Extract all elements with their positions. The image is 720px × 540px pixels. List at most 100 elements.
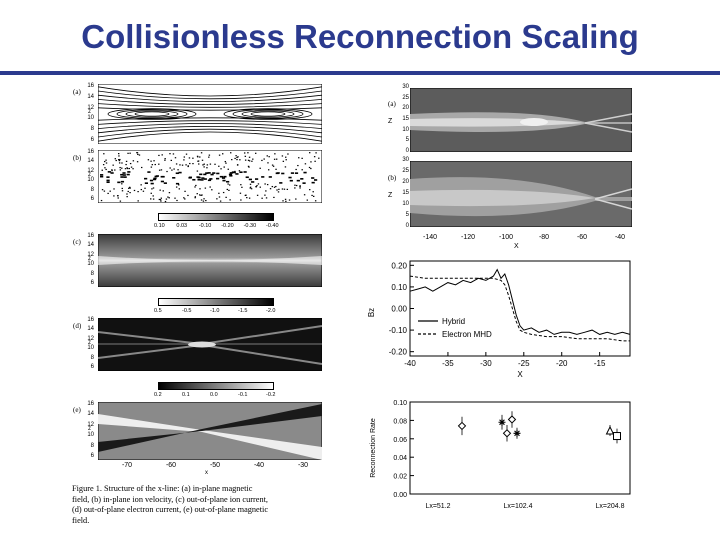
right-top-x-axis-label: X bbox=[514, 243, 519, 250]
left-x-tick-label: -40 bbox=[253, 462, 265, 469]
colorbar-tick-label: -0.1 bbox=[238, 392, 248, 398]
left-y-tick-label: 14 bbox=[87, 158, 94, 165]
rate-y-tick-label: 0.02 bbox=[393, 474, 407, 481]
bz-line-chart: 0.20 0.10 0.00 -0.10 -0.20 -40 -35 -30 -25 -20 -15… bbox=[367, 260, 631, 379]
right-y-tick-label: 30 bbox=[402, 84, 409, 90]
caption-line: (d) out-of-plane electron current, (e) o… bbox=[72, 505, 269, 514]
right-y-tick-label: 0 bbox=[405, 148, 409, 154]
right-y-tick-label: 25 bbox=[402, 94, 409, 101]
right-y-tick-label: 5 bbox=[405, 137, 409, 144]
left-y-tick-label: 10 bbox=[87, 345, 94, 352]
bz-x-tick-label: -40 bbox=[404, 359, 416, 368]
caption-line: field, (b) in-plane ion velocity, (c) ou… bbox=[72, 494, 268, 504]
right-panel-b bbox=[409, 160, 633, 228]
colorbar-2 bbox=[158, 298, 274, 306]
left-y-tick-label: 10 bbox=[87, 177, 94, 184]
right-x-tick-label: -60 bbox=[576, 234, 588, 241]
left-x-tick-label: -30 bbox=[297, 462, 309, 469]
colorbar-tick-label: -1.0 bbox=[210, 308, 220, 314]
rate-category-label: Lx=102.4 bbox=[504, 503, 533, 510]
bz-x-tick-label: -35 bbox=[442, 359, 454, 368]
rate-y-tick-label: 0.08 bbox=[393, 418, 407, 425]
ion-current-image bbox=[97, 233, 323, 288]
left-y-tick-label: 12 bbox=[87, 167, 94, 174]
panel-c-ion-current bbox=[97, 233, 323, 288]
panel-a-magnetic-field bbox=[97, 83, 323, 145]
figure-caption: Figure 1. Structure of the x-line: (a) i… bbox=[72, 484, 322, 526]
left-y-tick-label: 12 bbox=[87, 421, 94, 428]
left-y-tick-label: 8 bbox=[90, 186, 94, 193]
colorbar-tick-label: -1.5 bbox=[238, 308, 248, 314]
left-y-tick-label: 16 bbox=[87, 401, 94, 407]
panel-b-ion-velocity bbox=[97, 149, 323, 204]
right-x-tick-label: -120 bbox=[460, 234, 475, 241]
colorbar-tick-label: -0.20 bbox=[221, 223, 234, 229]
left-y-tick-label: 8 bbox=[90, 442, 94, 449]
electron-mhd-series-line bbox=[409, 275, 630, 342]
reconnection-rate-chart: 0.10 0.08 0.06 0.04 0.02 0.00 Reconnection Rat… bbox=[370, 400, 631, 510]
left-y-tick-label: 14 bbox=[87, 411, 94, 418]
bz-y-tick-label: -0.20 bbox=[389, 348, 408, 357]
bz-x-tick-label: -15 bbox=[594, 359, 606, 368]
bz-y-tick-label: 0.20 bbox=[391, 261, 407, 270]
right-y-tick-label: 10 bbox=[402, 201, 409, 207]
right-panel-a-label: (a) bbox=[388, 100, 396, 108]
right-x-tick-label: -140 bbox=[422, 234, 437, 241]
left-y-tick-label: 14 bbox=[87, 93, 94, 100]
hybrid-series-line bbox=[409, 268, 631, 335]
bz-x-tick-label: -25 bbox=[518, 359, 530, 368]
left-y-tick-label: 12 bbox=[87, 104, 94, 111]
diamond-marker bbox=[507, 415, 517, 424]
left-y-tick-label: 6 bbox=[90, 453, 94, 459]
left-y-axis-label: z bbox=[88, 426, 91, 432]
right-y-tick-label: 0 bbox=[405, 223, 409, 229]
left-y-tick-label: 16 bbox=[87, 83, 94, 89]
field-lines-image bbox=[97, 83, 323, 145]
diamond-marker bbox=[502, 429, 512, 438]
colorbar-tick-label: 0.0 bbox=[210, 392, 218, 398]
rate-category-label: Lx=51.2 bbox=[425, 503, 450, 510]
colorbar-tick-label: -0.5 bbox=[182, 308, 192, 314]
colorbar-tick-label: -0.30 bbox=[243, 223, 257, 229]
colorbar-tick-label: 0.1 bbox=[182, 392, 190, 398]
rate-y-tick-label: 0.10 bbox=[393, 400, 407, 407]
right-panel-a bbox=[409, 87, 633, 153]
left-y-tick-label: 6 bbox=[90, 280, 94, 286]
left-x-tick-label: -60 bbox=[165, 462, 177, 469]
colorbar-tick-label: -0.10 bbox=[198, 223, 212, 229]
left-y-tick-label: 10 bbox=[87, 115, 94, 122]
colorbar-tick-label: 0.5 bbox=[154, 308, 162, 314]
triangle-marker bbox=[605, 425, 615, 435]
right-y-tick-label: 20 bbox=[402, 105, 409, 112]
left-y-tick-label: 8 bbox=[90, 126, 94, 133]
density-image-b bbox=[409, 160, 633, 228]
left-y-tick-label: 16 bbox=[87, 317, 94, 323]
star-marker bbox=[498, 418, 506, 426]
left-y-tick-label: 16 bbox=[87, 233, 94, 239]
bz-y-axis-label: Bz bbox=[367, 308, 376, 317]
right-panel-b-label: (b) bbox=[388, 174, 397, 182]
left-y-tick-label: 10 bbox=[87, 432, 94, 439]
left-y-tick-label: 12 bbox=[87, 251, 94, 258]
bz-y-tick-label: 0.10 bbox=[391, 283, 407, 292]
electron-current-image bbox=[97, 317, 323, 372]
legend-label: Hybrid bbox=[442, 317, 465, 326]
right-x-tick-label: -80 bbox=[538, 234, 550, 241]
panel-d-electron-current bbox=[97, 317, 323, 372]
out-of-plane-field-image bbox=[97, 401, 323, 461]
left-x-axis-label: x bbox=[205, 470, 208, 476]
colorbar-tick-label: 0.03 bbox=[176, 223, 188, 229]
colorbar-tick-label: -2.0 bbox=[266, 308, 276, 314]
panel-a-label: (a) bbox=[73, 88, 81, 96]
left-y-tick-label: 6 bbox=[90, 137, 94, 143]
bz-plot-frame bbox=[409, 260, 631, 357]
right-y-tick-label: 20 bbox=[402, 179, 409, 185]
rate-y-tick-label: 0.00 bbox=[393, 492, 407, 499]
colorbar-tick-label: 0.10 bbox=[154, 223, 165, 229]
right-y-tick-label: 5 bbox=[405, 212, 409, 218]
left-y-tick-label: 6 bbox=[90, 364, 94, 370]
left-y-tick-label: 12 bbox=[87, 335, 94, 342]
right-x-tick-label: -100 bbox=[498, 234, 513, 241]
colorbar-tick-label: -0.40 bbox=[266, 223, 279, 229]
panel-e-label: (e) bbox=[73, 406, 81, 414]
